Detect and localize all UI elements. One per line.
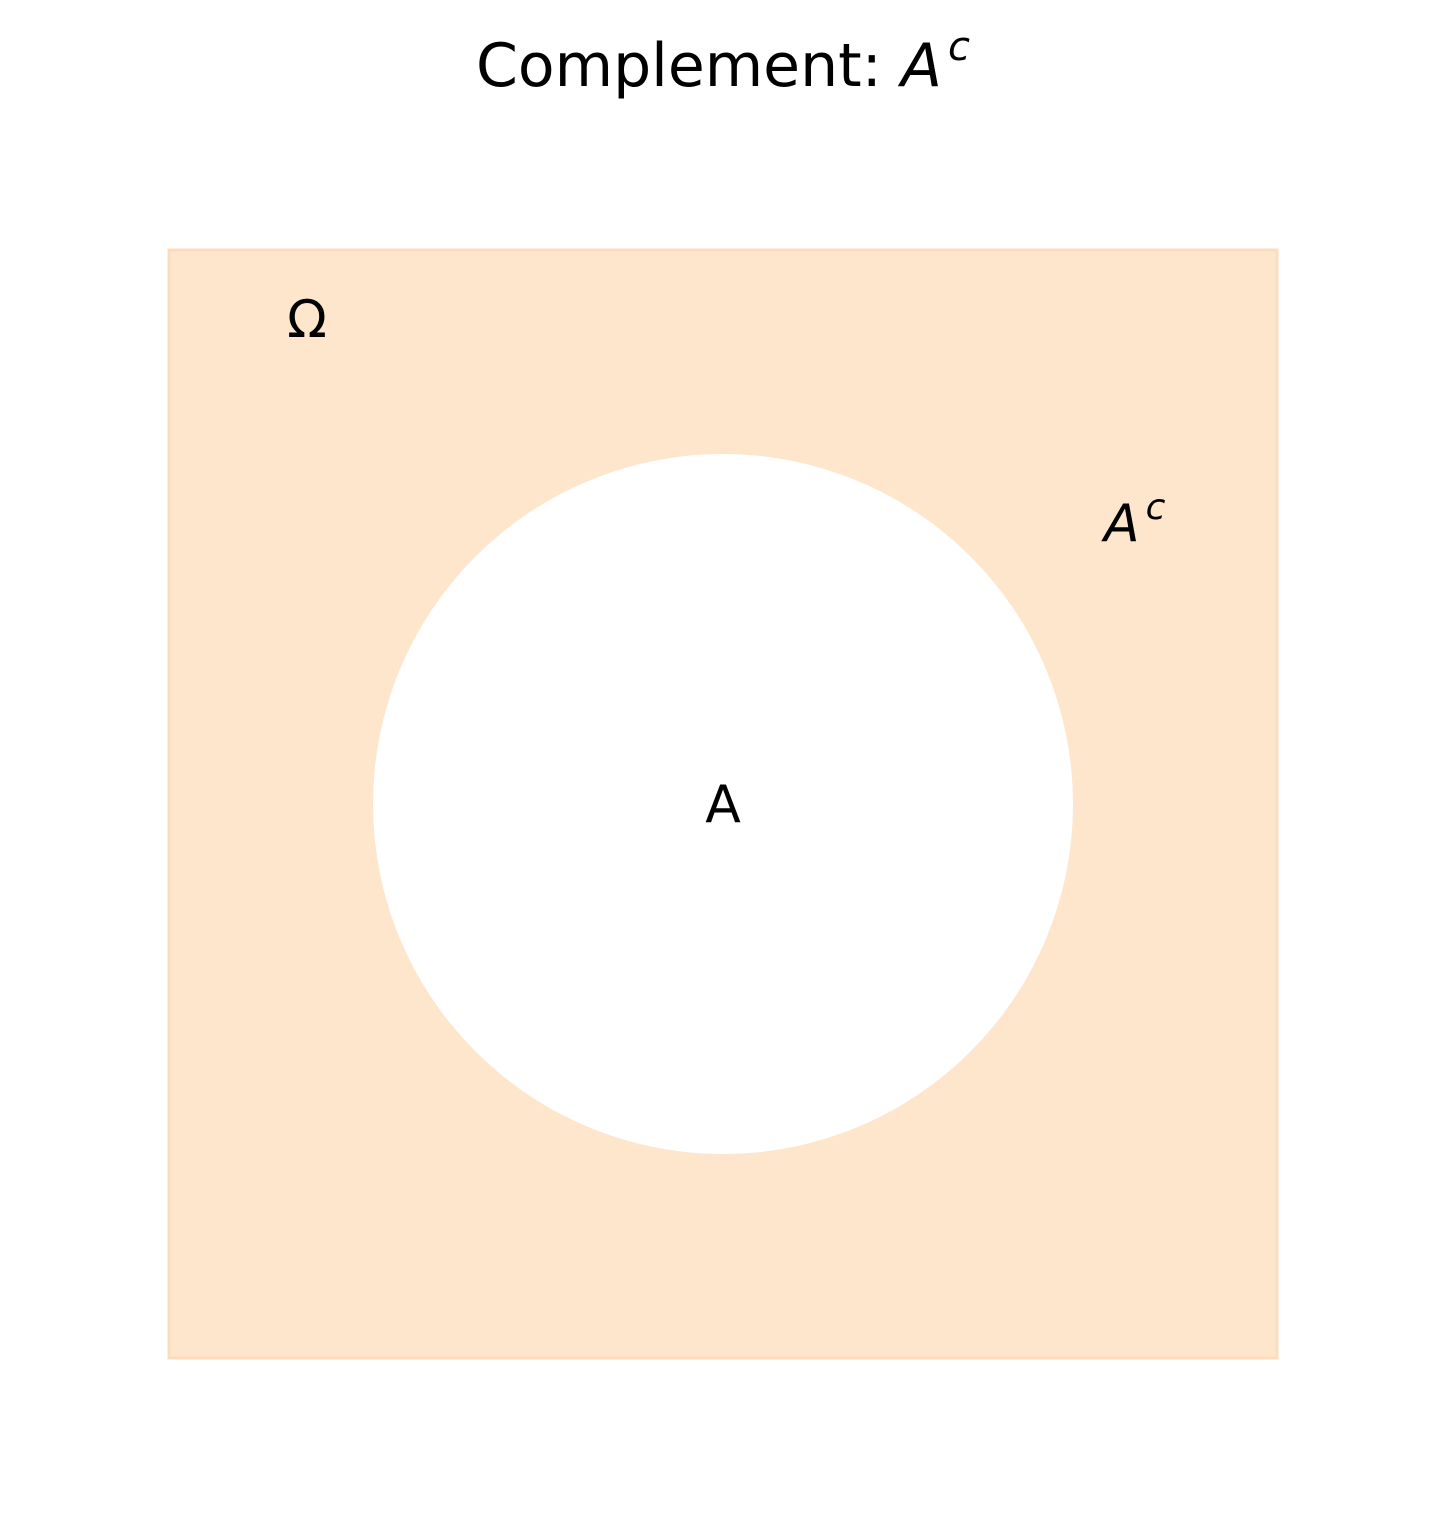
title-superscript: c bbox=[948, 24, 970, 70]
complement-symbol: A bbox=[1101, 494, 1140, 554]
title-symbol: A bbox=[897, 31, 942, 101]
set-a-circle bbox=[373, 454, 1073, 1154]
set-a-label: A bbox=[705, 775, 741, 835]
title-prefix: Complement: bbox=[476, 31, 901, 101]
universe-label: Ω bbox=[287, 290, 327, 350]
complement-superscript: c bbox=[1146, 487, 1166, 528]
